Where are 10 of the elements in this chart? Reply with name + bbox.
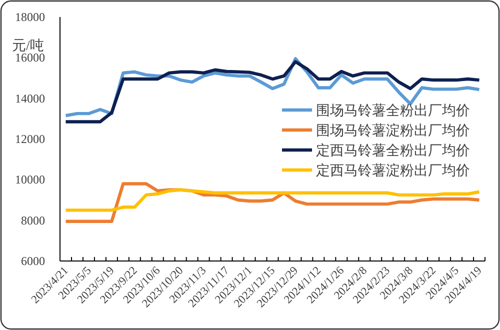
y-tick-label: 8000 bbox=[21, 213, 45, 228]
legend-label: 定西马铃薯淀粉出厂均价 bbox=[316, 163, 470, 179]
legend-label: 定西马铃薯全粉出厂均价 bbox=[316, 143, 470, 159]
y-tick-label: 18000 bbox=[15, 10, 45, 24]
y-tick-label: 10000 bbox=[15, 172, 45, 187]
legend-label: 围场马铃薯淀粉出厂均价 bbox=[316, 123, 470, 139]
y-tick-label: 6000 bbox=[21, 254, 45, 268]
y-tick-label: 14000 bbox=[15, 91, 45, 106]
legend-label: 围场马铃薯全粉出厂均价 bbox=[316, 103, 470, 119]
y-tick-label: 12000 bbox=[15, 132, 45, 146]
